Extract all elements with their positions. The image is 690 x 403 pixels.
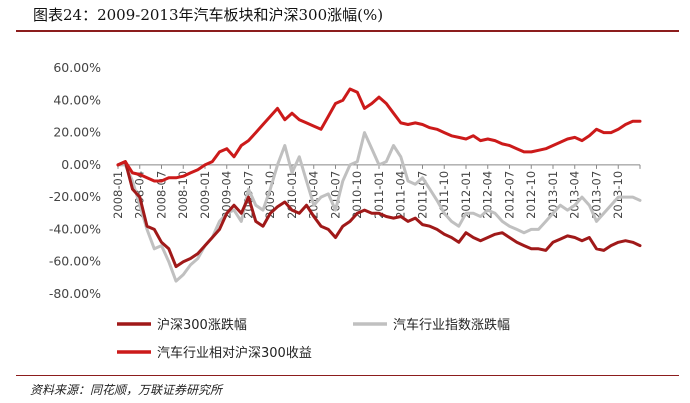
legend-label: 沪深300涨跌幅	[157, 317, 247, 333]
y-tick-label: 20.00%	[53, 125, 101, 140]
x-axis: 2008-01 2008-04 2008-07 2008-10 2009-01 2009-…	[111, 164, 641, 219]
chart-title: 图表24：2009-2013年汽车板块和沪深300涨幅(%)	[33, 6, 384, 24]
x-tick-label: 2008-01	[111, 171, 125, 219]
x-tick-label: 2013-10	[611, 171, 625, 219]
y-tick-label: -20.00%	[49, 189, 101, 204]
x-tick-label: 2010-04	[307, 171, 321, 219]
legend-label: 汽车行业相对沪深300收益	[157, 345, 312, 361]
x-tick-label: 2010-07	[329, 171, 343, 219]
y-tick-label: -60.00%	[49, 254, 101, 269]
x-tick-label: 2013-01	[546, 171, 560, 219]
legend-label: 汽车行业指数涨跌幅	[393, 317, 510, 333]
x-tick-label: 2013-07	[590, 171, 604, 219]
title-rule	[16, 30, 679, 32]
x-tick-label: 2012-07	[503, 171, 517, 219]
x-tick-label: 2008-07	[155, 171, 169, 219]
x-tick-label: 2009-04	[220, 171, 234, 219]
y-tick-label: 40.00%	[53, 92, 101, 107]
x-tick-label: 2012-01	[459, 171, 473, 219]
x-tick-label: 2013-04	[568, 171, 582, 219]
x-tick-label: 2010-10	[350, 171, 364, 219]
series-line-1	[116, 160, 642, 269]
series-layer	[116, 87, 642, 283]
x-tick-label: 2011-04	[394, 171, 408, 219]
y-tick-label: 0.00%	[61, 157, 101, 172]
y-axis: 60.00% 40.00% 20.00% 0.00% -20.00% -40.00% -60…	[49, 60, 101, 301]
source-rule	[16, 375, 679, 376]
y-tick-label: 60.00%	[53, 60, 101, 75]
x-tick-label: 2012-04	[481, 171, 495, 219]
source-note: 资料来源：同花顺，万联证券研究所	[30, 383, 223, 397]
x-tick-label: 2012-10	[524, 171, 538, 219]
x-tick-label: 2009-10	[263, 171, 277, 219]
series-line-3	[116, 87, 642, 183]
y-tick-label: -40.00%	[49, 221, 101, 236]
x-tick-label: 2011-01	[372, 171, 386, 219]
x-tick-label: 2009-01	[198, 171, 212, 219]
x-tick-label: 2008-10	[176, 171, 190, 219]
y-tick-label: -80.00%	[49, 286, 101, 301]
